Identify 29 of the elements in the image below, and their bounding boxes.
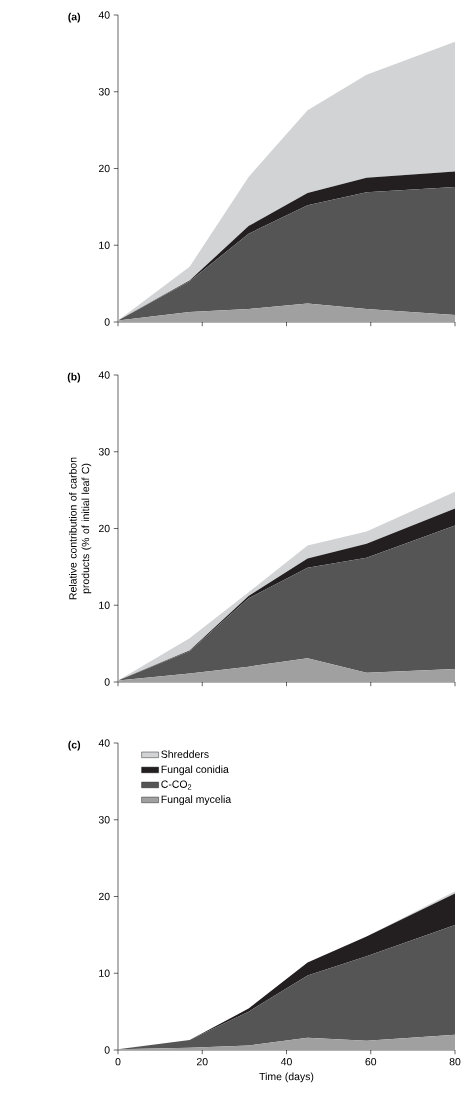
y-tick-label: 30 bbox=[98, 816, 110, 824]
y-axis-title: Relative contribution of carbon products (% of initial leaf C) bbox=[68, 457, 92, 600]
legend-label: Fungal mycelia bbox=[161, 795, 232, 806]
y-tick-label: 20 bbox=[98, 524, 110, 533]
y-tick-label: 40 bbox=[98, 739, 110, 747]
legend-label: C-CO$_{2}$ bbox=[161, 780, 192, 790]
y-tick-label: 10 bbox=[99, 969, 110, 977]
chart-title: (a) bbox=[68, 12, 81, 23]
x-tick-label: 40 bbox=[280, 1057, 292, 1066]
y-tick-label: 30 bbox=[98, 88, 110, 96]
y-tick-label: 40 bbox=[98, 11, 110, 19]
y-tick-label: 20 bbox=[98, 892, 110, 901]
x-tick-label: 20 bbox=[196, 1057, 208, 1066]
x-axis-title: Time (days) bbox=[259, 1072, 314, 1083]
x-tick-label: 60 bbox=[365, 1057, 377, 1066]
legend-label: Shredders bbox=[161, 750, 209, 758]
x-tick-label: 0 bbox=[115, 1057, 121, 1066]
y-tick-label: 40 bbox=[98, 371, 110, 379]
y-tick-label: 0 bbox=[104, 678, 110, 686]
y-tick-label: 20 bbox=[98, 164, 110, 173]
x-tick-label: 80 bbox=[449, 1057, 461, 1066]
chart-title: (c) bbox=[68, 740, 81, 751]
legend-label: Fungal conidia bbox=[161, 765, 229, 776]
y-tick-label: 0 bbox=[104, 1046, 110, 1054]
y-tick-label: 0 bbox=[104, 318, 110, 326]
y-tick-label: 10 bbox=[99, 241, 110, 249]
y-tick-label: 30 bbox=[98, 448, 110, 456]
chart-title: (b) bbox=[67, 372, 81, 383]
y-tick-label: 10 bbox=[99, 601, 110, 609]
